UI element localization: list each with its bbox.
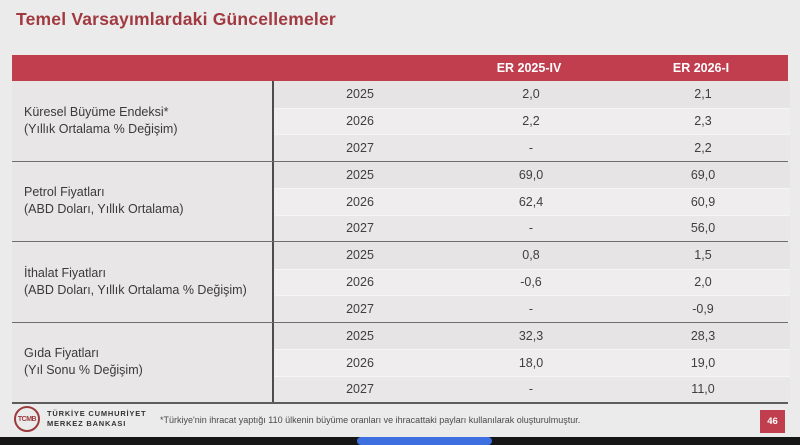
value-er-2026-i: 2,3 xyxy=(694,114,712,129)
page-number-badge: 46 xyxy=(760,410,785,433)
video-progress-thumb[interactable] xyxy=(357,437,492,445)
value-er-2026-i: 28,3 xyxy=(690,328,716,343)
year-cell: 2027 xyxy=(346,140,374,155)
table-group-kuresel-buyume: Küresel Büyüme Endeksi* (Yıllık Ortalama… xyxy=(12,81,790,161)
value-er-2025-iv: 18,0 xyxy=(518,355,544,370)
assumptions-table: ER 2025-IV ER 2026-I Küresel Büyüme Ende… xyxy=(12,55,790,404)
group-rows: 2025 32,3 28,3 2026 18,0 19,0 2027 - 11,… xyxy=(272,322,790,402)
table-row: 2025 69,0 69,0 xyxy=(274,161,790,188)
column-header-er-2025-iv: ER 2025-IV xyxy=(496,61,562,75)
group-label-line1: İthalat Fiyatları xyxy=(24,265,106,280)
value-er-2026-i: 2,0 xyxy=(694,275,712,290)
column-header-er-2026-i: ER 2026-I xyxy=(672,61,730,75)
bank-name-line2: MERKEZ BANKASI xyxy=(47,419,127,429)
group-label: Gıda Fiyatları (Yıl Sonu % Değişim) xyxy=(12,322,272,402)
group-rows: 2025 69,0 69,0 2026 62,4 60,9 2027 - 56,… xyxy=(272,161,790,241)
table-row: 2025 32,3 28,3 xyxy=(274,322,790,349)
group-rows: 2025 0,8 1,5 2026 -0,6 2,0 2027 - -0,9 xyxy=(272,242,790,322)
value-er-2025-iv: - xyxy=(528,301,534,316)
value-er-2025-iv: 32,3 xyxy=(518,328,544,343)
value-er-2025-iv: 0,8 xyxy=(522,248,540,263)
table-row: 2027 - 2,2 xyxy=(274,134,790,161)
table-group-ithalat-fiyatlari: İthalat Fiyatları (ABD Doları, Yıllık Or… xyxy=(12,241,790,322)
group-label-line2: (Yıllık Ortalama % Değişim) xyxy=(24,121,178,136)
table-row: 2026 18,0 19,0 xyxy=(274,349,790,376)
year-cell: 2025 xyxy=(346,248,374,263)
value-er-2026-i: 11,0 xyxy=(691,382,715,397)
value-er-2026-i: 19,0 xyxy=(690,355,716,370)
year-cell: 2026 xyxy=(346,114,374,129)
value-er-2025-iv: -0,6 xyxy=(520,275,542,290)
group-label: Petrol Fiyatları (ABD Doları, Yıllık Ort… xyxy=(12,161,272,241)
slide-title: Temel Varsayımlardaki Güncellemeler xyxy=(16,9,336,29)
year-cell: 2027 xyxy=(346,382,374,397)
value-er-2026-i: 1,5 xyxy=(694,248,712,263)
table-row: 2025 2,0 2,1 xyxy=(274,81,790,108)
year-cell: 2026 xyxy=(346,355,374,370)
group-rows: 2025 2,0 2,1 2026 2,2 2,3 2027 - 2,2 xyxy=(272,81,790,161)
year-cell: 2025 xyxy=(346,87,374,102)
bank-name-line1: TÜRKİYE CUMHURİYET xyxy=(47,409,147,418)
value-er-2025-iv: 62,4 xyxy=(518,194,544,209)
group-label-line2: (ABD Doları, Yıllık Ortalama) xyxy=(24,202,184,217)
tcmb-logo-icon: TCMB xyxy=(14,406,40,432)
year-cell: 2025 xyxy=(346,328,374,343)
value-er-2025-iv: - xyxy=(528,382,534,397)
table-group-petrol-fiyatlari: Petrol Fiyatları (ABD Doları, Yıllık Ort… xyxy=(12,160,790,241)
group-label-line2: (ABD Doları, Yıllık Ortalama % Değişim) xyxy=(24,282,247,297)
group-label-line1: Gıda Fiyatları xyxy=(24,346,100,361)
table-row: 2026 62,4 60,9 xyxy=(274,188,790,215)
value-er-2026-i: 2,1 xyxy=(694,87,712,102)
value-er-2026-i: 60,9 xyxy=(690,194,716,209)
value-er-2025-iv: - xyxy=(528,221,534,236)
table-group-gida-fiyatlari: Gıda Fiyatları (Yıl Sonu % Değişim) 2025… xyxy=(12,321,790,402)
value-er-2025-iv: 2,2 xyxy=(522,114,540,129)
value-er-2025-iv: 69,0 xyxy=(518,167,544,182)
group-label: İthalat Fiyatları (ABD Doları, Yıllık Or… xyxy=(12,242,272,322)
group-label-line1: Petrol Fiyatları xyxy=(24,185,105,200)
table-row: 2027 - -0,9 xyxy=(274,295,790,322)
value-er-2025-iv: 2,0 xyxy=(522,87,540,102)
slide-footer: TCMB TÜRKİYE CUMHURİYET MERKEZ BANKASI *… xyxy=(0,401,800,437)
value-er-2026-i: -0,9 xyxy=(692,301,714,316)
group-label-line1: Küresel Büyüme Endeksi* xyxy=(24,104,169,119)
year-cell: 2026 xyxy=(346,194,374,209)
value-er-2025-iv: - xyxy=(528,140,534,155)
table-row: 2025 0,8 1,5 xyxy=(274,242,790,269)
value-er-2026-i: 56,0 xyxy=(690,221,716,236)
value-er-2026-i: 2,2 xyxy=(694,140,712,155)
table-row: 2027 - 56,0 xyxy=(274,214,790,241)
year-cell: 2026 xyxy=(346,275,374,290)
year-cell: 2027 xyxy=(346,221,374,236)
table-row: 2027 - 11,0 xyxy=(274,375,790,402)
group-label-line2: (Yıl Sonu % Değişim) xyxy=(24,363,143,378)
year-cell: 2025 xyxy=(346,167,374,182)
footnote: *Türkiye'nin ihracat yaptığı 110 ülkenin… xyxy=(160,415,581,425)
table-row: 2026 2,2 2,3 xyxy=(274,107,790,134)
table-header-row: ER 2025-IV ER 2026-I xyxy=(12,55,788,81)
group-label: Küresel Büyüme Endeksi* (Yıllık Ortalama… xyxy=(12,81,272,161)
bank-name: TÜRKİYE CUMHURİYET MERKEZ BANKASI xyxy=(47,409,146,429)
video-progress-bar[interactable] xyxy=(0,437,800,445)
table-row: 2026 -0,6 2,0 xyxy=(274,268,790,295)
year-cell: 2027 xyxy=(346,301,374,316)
value-er-2026-i: 69,0 xyxy=(690,167,716,182)
